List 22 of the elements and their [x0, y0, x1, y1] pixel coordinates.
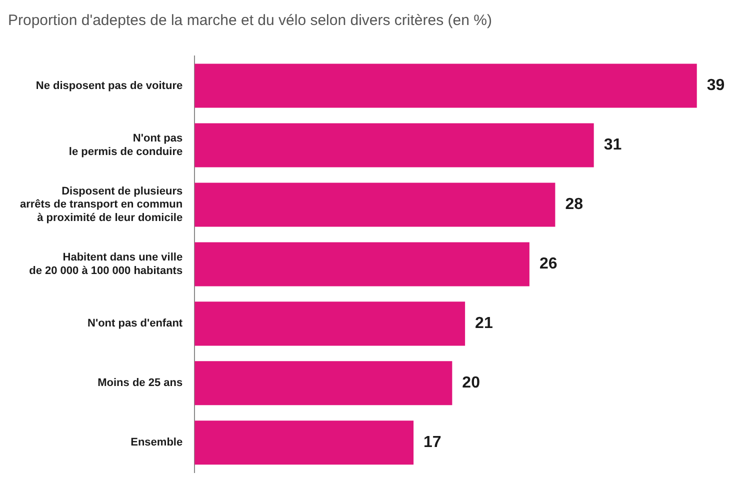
bar [194, 420, 414, 465]
y-tick-label: Habitent dans une ville de 20 000 à 100 000 habitants [29, 252, 183, 277]
bar [194, 361, 452, 406]
y-tick-label: Ne disposent pas de voiture [36, 80, 183, 92]
y-tick-label: N'ont pas le permis de conduire [68, 132, 183, 158]
data-label: 28 [565, 196, 584, 214]
data-label: 17 [424, 434, 442, 452]
data-label: 20 [462, 374, 480, 392]
bar [194, 64, 697, 108]
y-tick-label: Ensemble [130, 436, 183, 449]
y-tick-label: Moins de 25 ans [98, 377, 183, 390]
data-label: 39 [706, 77, 725, 94]
y-tick-label: Disposent de plusieurs arrêts de transport en commun à proximité de leur domicile [20, 186, 183, 224]
data-label: 21 [475, 315, 493, 332]
bar [194, 242, 530, 286]
data-label: 26 [539, 256, 558, 273]
bar [194, 182, 556, 227]
bar [194, 302, 466, 346]
chart-title: Proportion d'adeptes de la marche et du vélo selon divers critères (en %) [8, 12, 492, 30]
data-label: 31 [604, 136, 622, 154]
bar [194, 123, 594, 168]
y-tick-label: N'ont pas d'enfant [88, 318, 183, 330]
